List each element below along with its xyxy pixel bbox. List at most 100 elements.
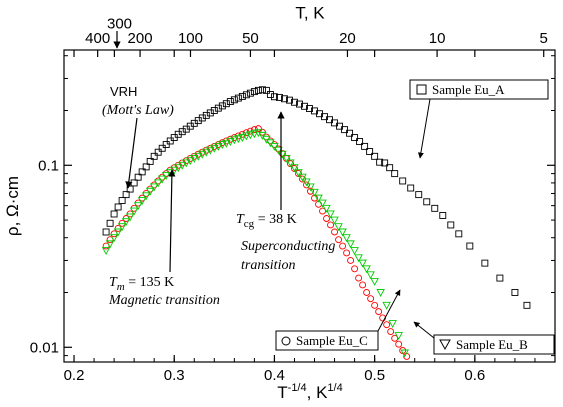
legend-eu-b-label: Sample Eu_B xyxy=(456,337,528,352)
data-point-circle xyxy=(278,150,286,158)
data-point-triangle xyxy=(376,289,385,297)
data-point-triangle xyxy=(214,142,223,151)
data-point-square xyxy=(262,86,270,94)
data-point-square xyxy=(407,184,415,192)
data-point-square xyxy=(496,274,504,282)
data-point-circle xyxy=(363,289,371,296)
data-point-square xyxy=(202,111,210,119)
data-point-triangle xyxy=(137,197,147,206)
data-point-circle xyxy=(375,308,383,316)
data-point-square xyxy=(361,142,369,150)
bottom-axis-title: T-1/4, K1/4 xyxy=(277,382,342,402)
legend-eu-b-box xyxy=(433,334,555,355)
data-point-square xyxy=(238,92,246,100)
top-x-axis: 400 200 100 50 20 10 5 xyxy=(85,30,548,57)
top-tick-label: 100 xyxy=(178,30,203,47)
data-point-triangle xyxy=(346,240,355,249)
data-point-triangle xyxy=(190,155,199,163)
data-point-triangle xyxy=(181,159,191,168)
data-point-square xyxy=(258,86,266,94)
data-point-triangle xyxy=(310,188,319,197)
data-point-square xyxy=(296,100,303,108)
data-point-square xyxy=(291,98,298,106)
data-point-triangle xyxy=(105,240,115,249)
data-point-triangle xyxy=(206,146,215,155)
legend-eu-a-label: Sample Eu_A xyxy=(432,82,505,97)
data-point-triangle xyxy=(153,179,163,188)
data-point-triangle xyxy=(145,187,155,196)
data-point-triangle xyxy=(173,164,183,173)
data-point-circle xyxy=(339,242,347,250)
legend-eu-a-marker xyxy=(416,84,427,95)
data-point-square xyxy=(423,198,431,206)
data-point-triangle xyxy=(210,144,219,153)
annotation-tm-arrow xyxy=(168,169,176,273)
data-point-square xyxy=(366,148,374,155)
data-point-square xyxy=(242,91,250,99)
data-point-circle xyxy=(307,187,314,195)
top-tick-label: 20 xyxy=(339,30,356,47)
data-point-square xyxy=(286,96,293,104)
data-point-square xyxy=(275,93,283,101)
data-point-square xyxy=(341,126,349,134)
x-tick-label: 0.3 xyxy=(164,367,185,384)
data-point-triangle xyxy=(318,199,327,208)
data-point-square xyxy=(134,173,142,181)
annotation-tm: Tm = 135 K xyxy=(109,275,174,293)
data-point-triangle xyxy=(388,320,397,329)
data-point-square xyxy=(122,191,130,199)
legend-eu-a-box xyxy=(409,79,549,100)
data-point-triangle xyxy=(258,131,267,140)
data-point-square xyxy=(102,228,110,236)
data-point-triangle xyxy=(330,216,339,225)
data-point-square xyxy=(130,179,138,187)
data-point-triangle xyxy=(198,150,207,159)
data-point-triangle xyxy=(370,277,379,286)
data-point-square xyxy=(306,105,313,112)
data-point-circle xyxy=(347,256,355,264)
bottom-x-axis: 0.2 0.3 0.4 0.5 0.6 xyxy=(64,50,536,384)
top-tick-label: 400 xyxy=(85,30,110,47)
data-point-square xyxy=(399,177,407,185)
data-point-circle xyxy=(303,181,310,189)
data-point-triangle xyxy=(322,204,331,213)
data-point-triangle xyxy=(302,178,311,187)
data-point-square xyxy=(266,91,274,98)
data-point-square xyxy=(466,242,474,250)
legend-eu-b-marker xyxy=(439,339,451,351)
data-point-square xyxy=(254,86,262,94)
data-point-square xyxy=(481,259,489,267)
data-point-triangle xyxy=(218,141,227,149)
data-point-square xyxy=(206,109,214,117)
data-point-triangle xyxy=(394,332,403,340)
legend-eu-c-marker xyxy=(281,336,291,346)
data-point-triangle xyxy=(149,183,159,192)
data-point-triangle xyxy=(334,223,343,232)
data-point-circle xyxy=(343,249,351,257)
data-point-triangle xyxy=(121,218,131,227)
data-point-square xyxy=(447,221,455,229)
data-point-square xyxy=(356,138,364,146)
x-tick-label: 0.6 xyxy=(464,367,485,384)
data-point-square xyxy=(431,204,439,212)
xlabel-exponent: -1/4 xyxy=(288,382,307,394)
data-point-triangle xyxy=(129,207,139,216)
data-point-square xyxy=(415,191,423,199)
data-point-triangle xyxy=(294,169,303,178)
data-point-square xyxy=(118,197,126,205)
data-point-triangle xyxy=(238,134,247,143)
data-point-circle xyxy=(319,207,326,215)
data-point-triangle xyxy=(306,183,315,192)
data-point-triangle xyxy=(113,228,123,237)
data-point-triangle xyxy=(234,135,243,144)
data-point-square xyxy=(150,152,158,160)
data-point-square xyxy=(146,157,154,165)
data-point-triangle xyxy=(314,194,323,203)
data-point-circle xyxy=(335,236,343,244)
annotation-tcg-line2: transition xyxy=(241,258,295,273)
legend-eu-a: Sample Eu_A xyxy=(409,79,549,159)
data-point-triangle xyxy=(242,132,251,141)
legend-eu-c: Sample Eu_C xyxy=(275,289,401,351)
y-axis-title: ρ, Ω·cm xyxy=(3,176,22,236)
